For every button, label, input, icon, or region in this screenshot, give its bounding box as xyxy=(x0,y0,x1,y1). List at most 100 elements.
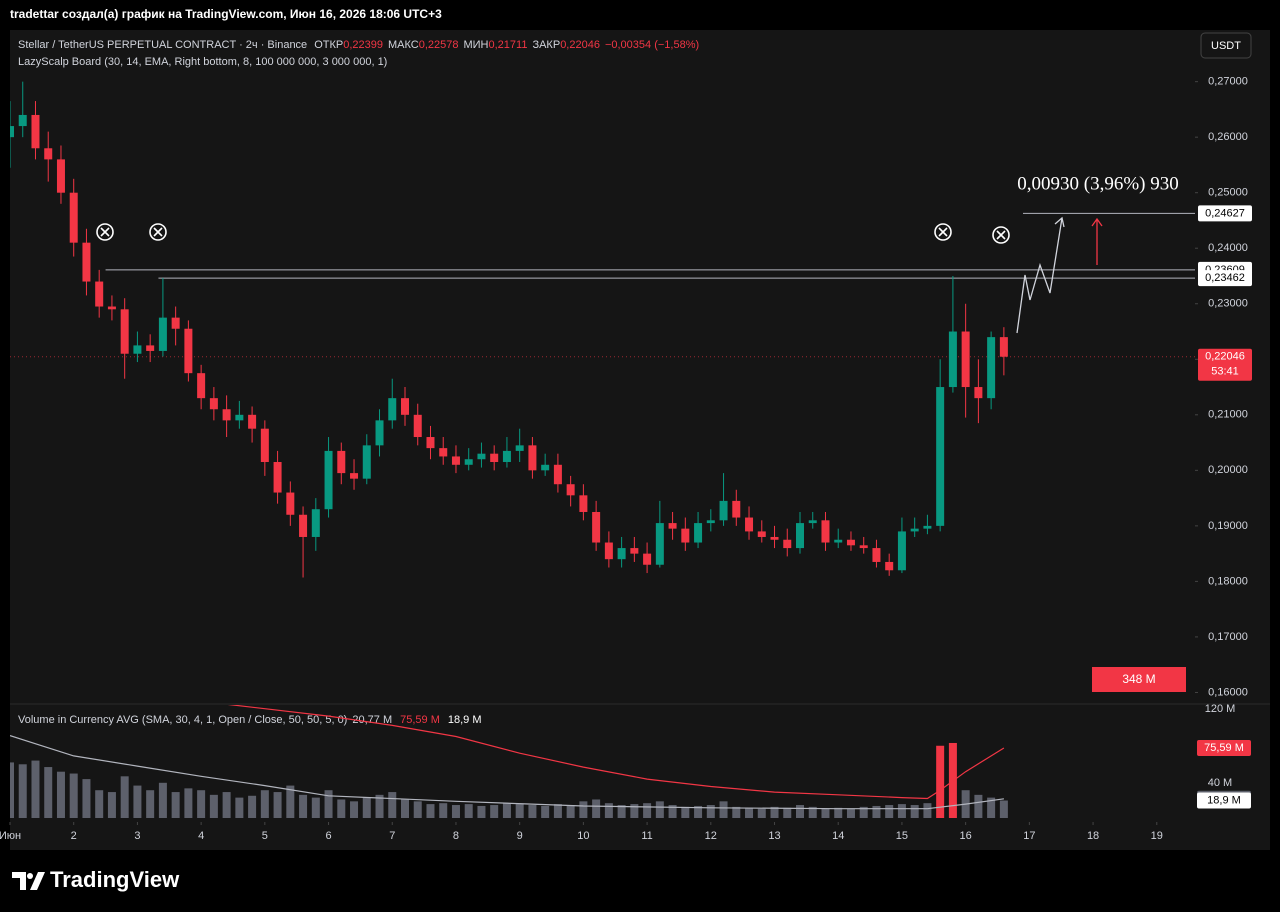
cross-marker xyxy=(934,223,952,241)
y-tick-label: 0,26000 xyxy=(1208,131,1248,143)
candle-body xyxy=(299,514,308,537)
volume-bar xyxy=(643,803,652,818)
symbol: Stellar / TetherUS PERPETUAL CONTRACT · … xyxy=(18,39,307,51)
x-tick-label: 2 xyxy=(71,830,77,842)
volume-bar xyxy=(502,803,511,818)
candle-body xyxy=(222,409,231,421)
cross-marker xyxy=(96,223,114,241)
volume-bar xyxy=(579,801,588,818)
ohlc-value: 0,22399 xyxy=(343,39,383,51)
volume-bar xyxy=(69,773,78,818)
candle-body xyxy=(630,548,639,554)
currency-label[interactable]: USDT xyxy=(1211,40,1241,52)
candle-body xyxy=(834,539,843,543)
volume-bar xyxy=(553,804,562,818)
candle-body xyxy=(69,192,78,243)
current-price-label: 0,22046 xyxy=(1205,351,1245,363)
volume-bar xyxy=(872,805,881,818)
y-tick-label: 0,24000 xyxy=(1208,242,1248,254)
volume-bar xyxy=(248,795,257,818)
y-tick-label: 0,16000 xyxy=(1208,686,1248,698)
volume-bar xyxy=(490,805,499,818)
candle-body xyxy=(745,517,754,532)
candle-body xyxy=(796,523,804,549)
candle-body xyxy=(566,484,575,496)
candle-body xyxy=(82,242,91,282)
volume-bar xyxy=(464,804,473,818)
volume-bar xyxy=(770,806,779,818)
candle-body xyxy=(171,317,180,329)
volume-bar xyxy=(974,794,983,818)
candle-body xyxy=(146,345,155,351)
candle-body xyxy=(95,281,104,307)
volume-bar xyxy=(18,764,27,818)
candle-body xyxy=(872,548,881,562)
volume-legend-value: 75,59 M xyxy=(400,714,440,726)
volume-title: Volume in Currency AVG (SMA, 30, 4, 1, O… xyxy=(18,714,347,726)
candle-body xyxy=(770,536,779,540)
y-tick-label: 0,25000 xyxy=(1208,187,1248,199)
candle-body xyxy=(592,511,601,543)
currency-button[interactable] xyxy=(1200,32,1252,59)
volume-bar xyxy=(337,799,346,818)
candle-body xyxy=(197,373,206,399)
x-tick-label: 17 xyxy=(1023,830,1035,842)
volume-bar xyxy=(31,760,40,818)
cross-marker xyxy=(149,223,167,241)
candle-body xyxy=(235,414,244,421)
y-tick-label: 0,21000 xyxy=(1208,409,1248,421)
candle-body xyxy=(209,398,218,410)
x-tick-label: 16 xyxy=(960,830,972,842)
candle-body xyxy=(184,328,193,374)
change: −0,00354 (−1,58%) xyxy=(605,39,699,51)
logo-mark xyxy=(12,872,45,890)
y-tick-label: 0,17000 xyxy=(1208,631,1248,643)
x-tick-label: 12 xyxy=(705,830,717,842)
candle-body xyxy=(579,495,588,512)
volume-tick-label: 120 M xyxy=(1205,703,1236,715)
volume-bar xyxy=(999,800,1008,818)
y-tick-label: 0,19000 xyxy=(1208,520,1248,532)
candle-body xyxy=(350,473,359,479)
volume-legend: Volume in Currency AVG (SMA, 30, 4, 1, O… xyxy=(18,714,482,726)
board-box xyxy=(1092,667,1186,692)
price-pane xyxy=(10,81,1195,578)
logo xyxy=(12,872,45,890)
candle-body xyxy=(260,428,269,463)
volume-bar xyxy=(923,803,932,818)
candle-body xyxy=(31,114,40,149)
volume-bar xyxy=(681,806,690,818)
volume-bar xyxy=(566,805,575,818)
x-tick-label: 6 xyxy=(325,830,331,842)
candle-body xyxy=(987,337,996,399)
ohlc-label: МАКС xyxy=(388,39,419,51)
ohlc-label: ОТКР xyxy=(314,39,343,51)
candle-body xyxy=(706,520,715,524)
x-tick-label: 14 xyxy=(832,830,844,842)
volume-bar xyxy=(630,804,639,818)
candle-body xyxy=(821,520,830,543)
y-tick-label: 0,23000 xyxy=(1208,298,1248,310)
candle-body xyxy=(388,398,397,421)
candle-body xyxy=(936,387,945,526)
volume-bar xyxy=(120,776,129,818)
x-tick-label: 4 xyxy=(198,830,204,842)
candle-body xyxy=(515,445,524,451)
x-tick-label: Июн xyxy=(0,830,21,842)
candle-body xyxy=(859,545,868,549)
candle-body xyxy=(617,548,626,560)
candle-body xyxy=(362,445,371,479)
volume-bar xyxy=(706,805,715,818)
indicator-legend: LazyScalp Board (30, 14, EMA, Right bott… xyxy=(18,56,387,68)
candle-body xyxy=(451,456,460,465)
volume-bar xyxy=(133,785,142,818)
volume-bar xyxy=(350,801,359,818)
chart-panel xyxy=(10,30,1270,850)
candle-body xyxy=(885,561,894,571)
current-price-box xyxy=(1198,348,1252,381)
page-header: tradettar создал(а) график на TradingVie… xyxy=(10,7,442,21)
volume-bar xyxy=(401,799,409,818)
volume-bar xyxy=(260,790,269,818)
candle-body xyxy=(502,450,511,463)
candle-body xyxy=(668,523,677,529)
